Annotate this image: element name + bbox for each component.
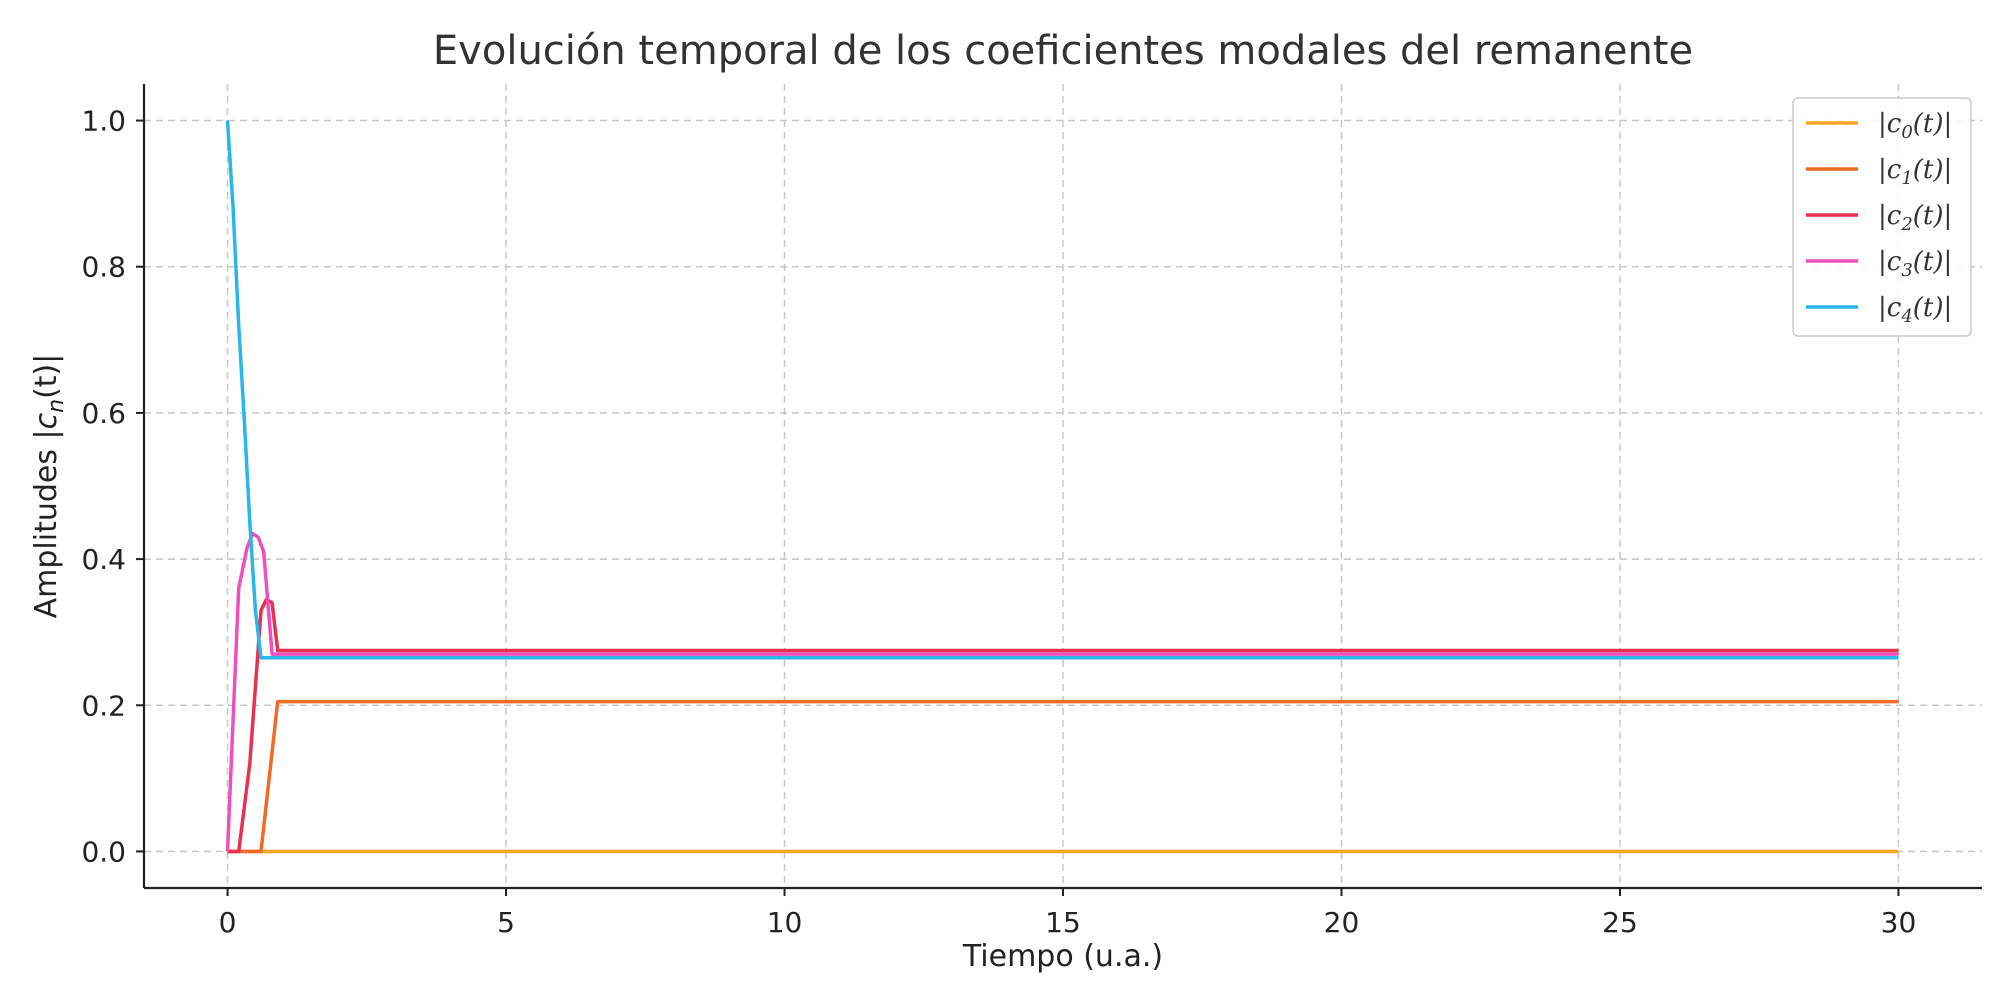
y-tick-label: 0.2 [81,689,126,722]
y-axis-label-tail: (t)| [29,354,64,399]
grid [144,84,1982,888]
y-tick-label: 0.6 [81,397,126,430]
series-lines [225,120,1899,854]
legend: |c0(t)| |c1(t)| |c2(t)| |c3(t)| |c4(t)| [1792,97,1972,337]
chart-title: Evolución temporal de los coeficientes m… [433,28,1693,74]
y-tick-label: 0.4 [81,543,126,576]
x-tick-label: 10 [767,906,803,939]
series-line-c2 [227,597,1899,854]
x-tick-label: 0 [219,906,237,939]
legend-box [1792,97,1972,337]
series-line-c3 [225,531,1899,852]
x-tick-label: 25 [1602,906,1638,939]
legend-label-c4: |c4(t)| [1878,293,1952,327]
x-axis-label: Tiempo (u.a.) [962,939,1163,974]
legend-label-c1: |c1(t)| [1878,155,1952,189]
x-tick-label: 15 [1045,906,1081,939]
x-tick-label: 30 [1881,906,1917,939]
y-tick-label: 0.0 [81,835,126,868]
y-axis-label: Amplitudes |cn(t)| [29,354,69,619]
x-tick-label: 5 [497,906,515,939]
legend-label-c3: |c3(t)| [1878,247,1952,281]
legend-entries: |c0(t)| |c1(t)| |c2(t)| |c3(t)| |c4(t)| [1806,109,1952,327]
series-line-c1 [227,699,1899,854]
x-tick-label: 20 [1324,906,1360,939]
y-tick-label: 1.0 [81,105,126,138]
legend-label-c2: |c2(t)| [1878,201,1952,235]
y-tick-label: 0.8 [81,251,126,284]
legend-label-c0: |c0(t)| [1878,109,1952,143]
series-line-c4 [225,120,1899,660]
axis-ticks: 0 5 10 15 20 25 30 0.0 0.2 0.4 0.6 0.8 1.0 [81,105,1916,939]
y-axis-label-symbol: c [29,412,64,429]
y-axis-label-text: Amplitudes | [29,429,64,618]
y-axis-label-subscript: n [44,399,69,413]
